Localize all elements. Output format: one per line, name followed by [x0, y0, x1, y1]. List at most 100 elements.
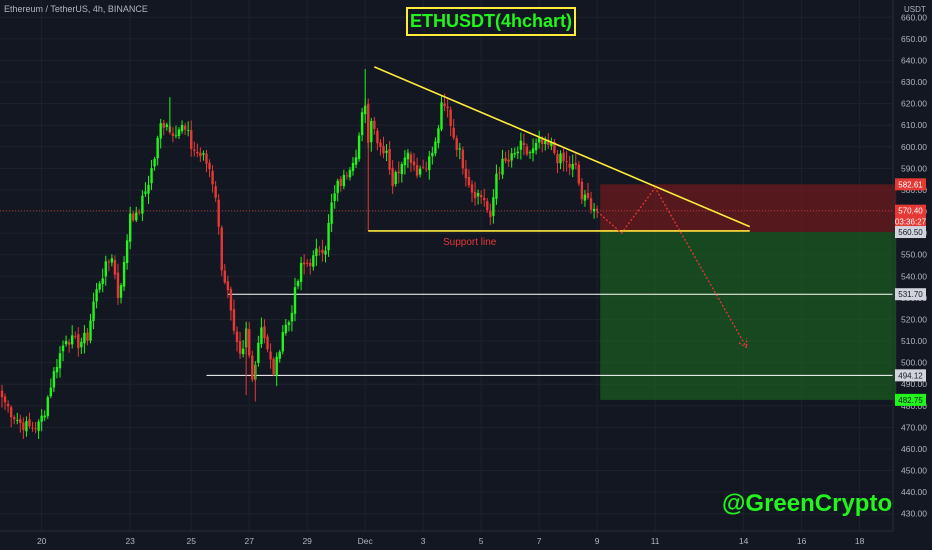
candle-bullish: [354, 157, 358, 165]
time-tick-label: 20: [37, 536, 47, 546]
candle-bearish: [248, 329, 251, 356]
price-tick-label: 500.00: [901, 358, 927, 368]
candle-bearish: [86, 332, 89, 341]
candle-bullish: [165, 124, 169, 127]
candle-bullish: [394, 172, 397, 185]
candle-bearish: [235, 331, 239, 342]
candle-bullish: [284, 324, 288, 334]
candle-bearish: [455, 138, 458, 151]
candle-bearish: [138, 211, 141, 213]
candles: [0, 69, 599, 439]
candle-bearish: [522, 142, 526, 146]
candle-bullish: [144, 191, 147, 194]
candle-bullish: [16, 420, 19, 422]
projection-arrowhead: [738, 338, 748, 349]
candle-bullish: [324, 250, 327, 255]
candle-bearish: [6, 403, 10, 407]
price-badge: [895, 215, 926, 228]
price-badge-label: 03:36:27: [895, 217, 927, 226]
candle-bullish: [531, 148, 535, 154]
candle-bullish: [95, 289, 98, 302]
candle-bullish: [46, 397, 49, 417]
candle-bullish: [260, 327, 263, 345]
candle-bearish: [309, 262, 312, 267]
candle-bullish: [293, 287, 297, 314]
price-tick-label: 660.00: [901, 12, 927, 22]
candle-bullish: [278, 351, 281, 359]
candle-bearish: [9, 407, 13, 418]
candle-bearish: [388, 149, 391, 170]
price-tick-label: 620.00: [901, 99, 927, 109]
candle-bullish: [128, 213, 132, 242]
candle-bullish: [70, 335, 74, 345]
candle-bearish: [67, 342, 71, 345]
candle-bearish: [190, 130, 193, 150]
time-tick-label: 25: [186, 536, 196, 546]
chart-title: ETHUSDT(4hchart): [406, 7, 576, 36]
candle-bullish: [61, 345, 65, 352]
candle-bullish: [80, 341, 83, 348]
candle-bearish: [238, 341, 242, 354]
candle-bearish: [443, 103, 446, 107]
price-badge-label: 560.50: [898, 228, 923, 237]
candle-bullish: [351, 162, 355, 172]
candle-bullish: [437, 128, 440, 144]
drawings: [368, 66, 751, 349]
price-badge: [895, 178, 926, 191]
candle-bullish: [495, 173, 498, 199]
candle-bullish: [159, 123, 162, 139]
candle-bearish: [229, 288, 233, 311]
candle-bullish: [403, 157, 407, 166]
candle-bearish: [31, 427, 34, 429]
candle-bullish: [299, 262, 303, 282]
candle-bullish: [559, 153, 562, 164]
time-tick-label: 3: [421, 536, 426, 546]
price-tick-label: 450.00: [901, 466, 927, 476]
candle-bullish: [428, 156, 431, 171]
candle-bearish: [379, 142, 382, 147]
candle-bearish: [367, 103, 370, 143]
price-tick-label: 470.00: [901, 422, 927, 432]
candle-bullish: [583, 194, 587, 201]
price-badge: [895, 226, 926, 239]
candle-bullish: [180, 125, 184, 132]
candle-bullish: [290, 312, 294, 322]
candle-bearish: [541, 138, 544, 145]
candle-bullish: [241, 348, 245, 355]
candle-bearish: [461, 149, 465, 169]
candle-bullish: [186, 130, 190, 131]
time-tick-label: 14: [739, 536, 749, 546]
candle-bullish: [528, 152, 532, 154]
candle-bullish: [434, 141, 437, 154]
candle-bearish: [199, 152, 202, 157]
candle-bearish: [373, 120, 376, 129]
candle-bearish: [345, 175, 349, 177]
candle-bullish: [348, 170, 352, 178]
candle-bullish: [25, 421, 28, 432]
candle-bearish: [397, 171, 400, 174]
candle-bearish: [586, 192, 590, 198]
price-tick-label: 460.00: [901, 444, 927, 454]
time-axis[interactable]: 20 23 25 27 29 Dec 3 5 7 9 11 14 16 18: [0, 530, 893, 546]
time-tick-label: 27: [244, 536, 254, 546]
candle-bullish: [110, 258, 114, 263]
candle-bearish: [19, 419, 22, 423]
candle-bearish: [223, 270, 226, 283]
candle-bearish: [251, 355, 254, 380]
price-tick-label: 520.00: [901, 314, 927, 324]
candle-bullish: [544, 140, 547, 145]
price-badge-label: 570.40: [898, 207, 923, 216]
price-tick-label: 550.00: [901, 250, 927, 260]
candle-bullish: [177, 129, 181, 137]
projection-path: [596, 186, 748, 348]
price-badge: [895, 204, 926, 217]
candle-bearish: [391, 168, 394, 187]
candle-bearish: [162, 122, 165, 128]
time-tick-label: 18: [855, 536, 865, 546]
trade-zones: [600, 184, 897, 400]
candle-bullish: [440, 102, 443, 130]
candle-bearish: [483, 197, 486, 201]
candle-bearish: [525, 146, 529, 155]
candle-bullish: [513, 153, 516, 155]
